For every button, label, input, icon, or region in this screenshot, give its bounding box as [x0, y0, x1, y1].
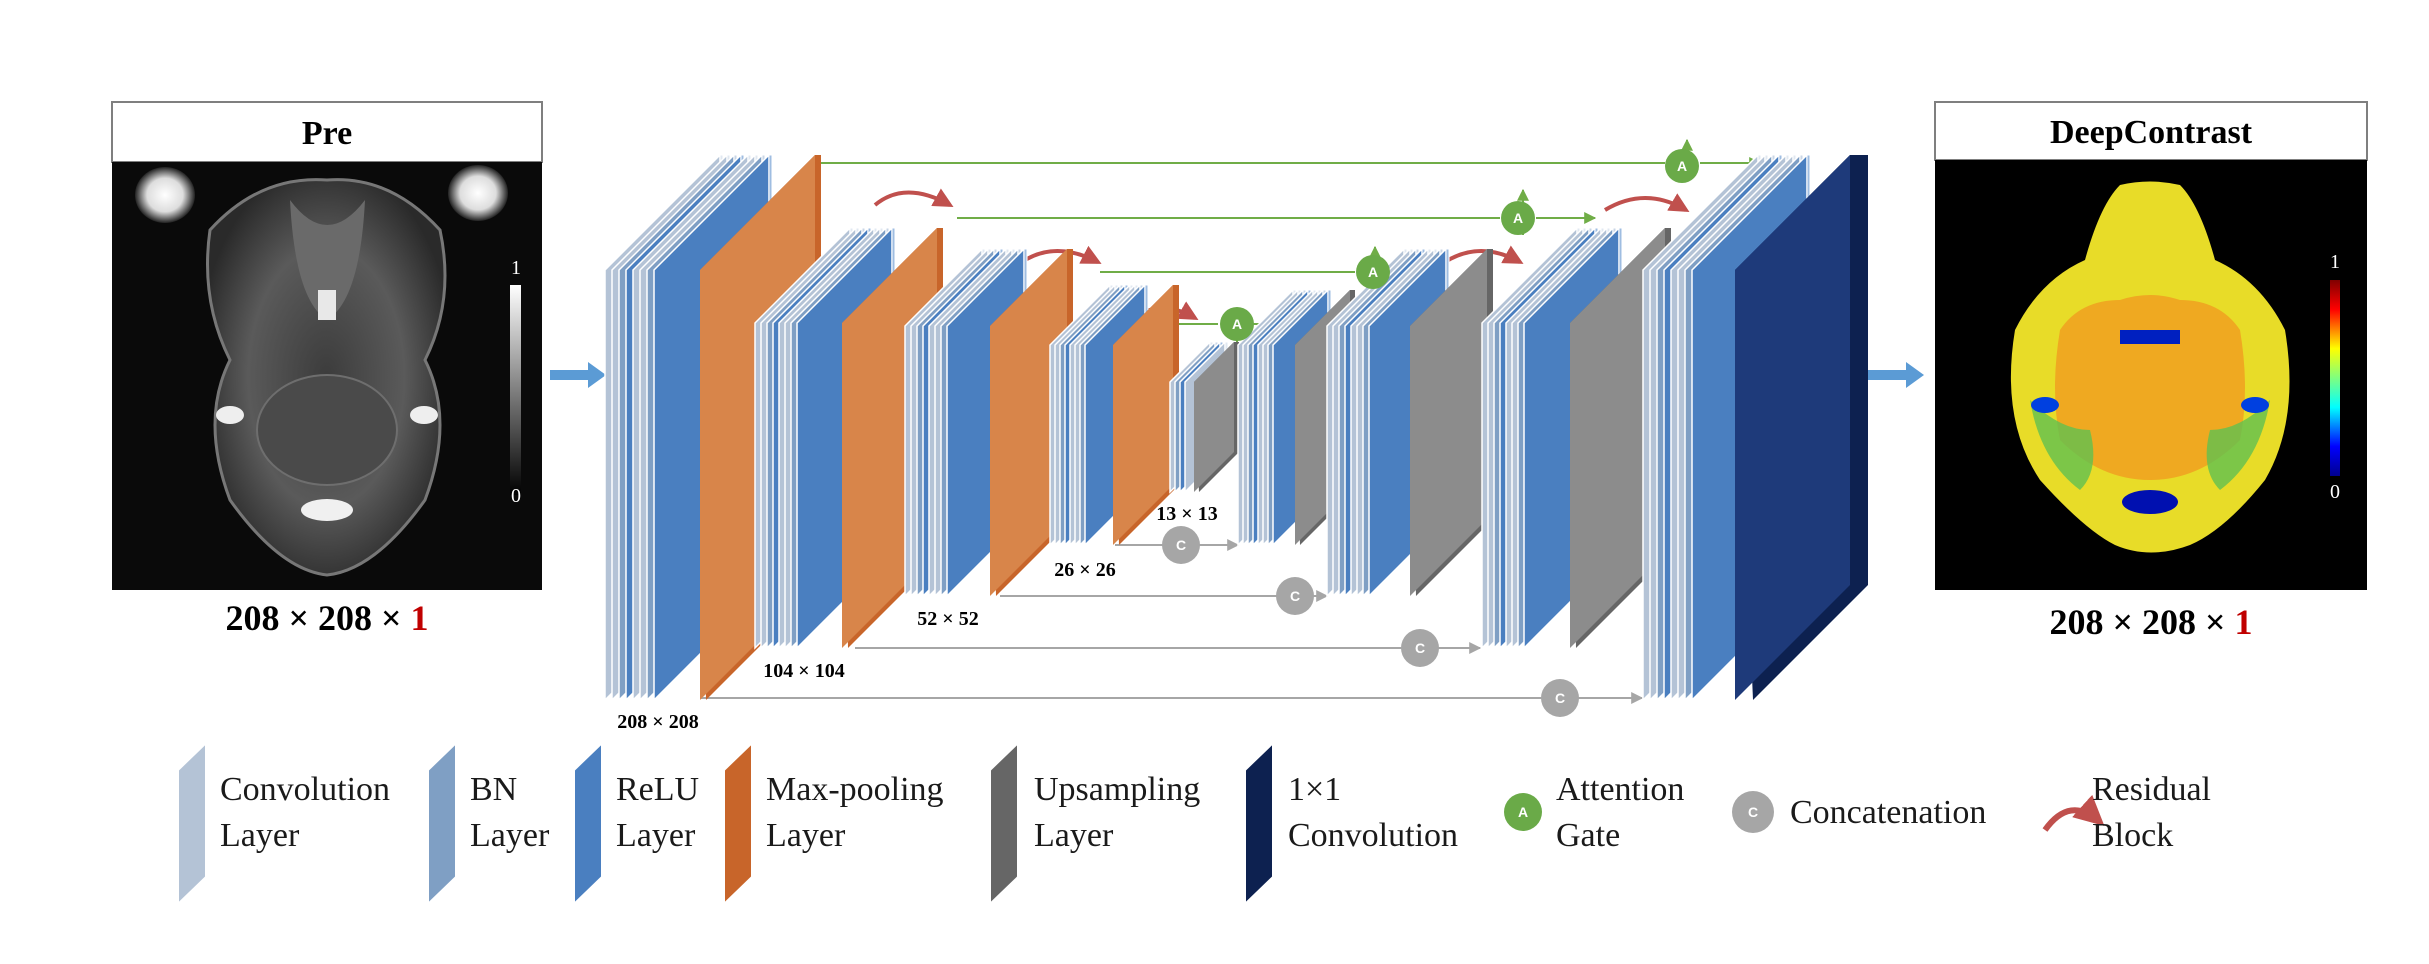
size-label-208: 208 × 208 [617, 711, 698, 733]
svg-text:1×1: 1×1 [1288, 771, 1341, 808]
legend-residual: Residual Block [2042, 771, 2211, 854]
attention-gate-node: A [1220, 307, 1254, 341]
deepcontrast-colorbar-max: 1 [2330, 251, 2340, 273]
pre-colorbar-max: 1 [511, 257, 521, 279]
pre-panel: Pre 1 0 208 × 208 × 1 [111, 101, 543, 638]
pre-colorbar-min: 0 [511, 485, 521, 507]
pre-dims: 208 × 208 × 1 [225, 598, 428, 638]
concat-node: C [1541, 679, 1579, 717]
legend-bn: BN Layer [427, 740, 550, 907]
svg-text:Layer: Layer [1034, 817, 1114, 854]
relu-swatch-icon [573, 740, 603, 907]
deepcontrast-colorbar [2330, 280, 2340, 476]
svg-text:C: C [1555, 690, 1565, 706]
bn-swatch-icon [427, 740, 457, 907]
svg-text:Convolution: Convolution [1288, 817, 1458, 854]
legend-convolution: Convolution Layer [177, 740, 390, 907]
legend-attention: A Attention Gate [1504, 771, 1684, 854]
legend-maxpool: Max-pooling Layer [723, 740, 944, 907]
pre-title: Pre [302, 115, 352, 152]
svg-text:A: A [1513, 210, 1523, 226]
deepcontrast-title: DeepContrast [2050, 114, 2253, 151]
size-labels: 208 × 208 104 × 104 52 × 52 26 × 26 13 ×… [617, 503, 1217, 733]
legend-upsampling: Upsampling Layer [989, 740, 1200, 907]
deepcontrast-panel: DeepContrast 1 0 208 × 208 × 1 [1934, 101, 2368, 642]
svg-text:Layer: Layer [470, 817, 550, 854]
svg-text:C: C [1176, 537, 1186, 553]
pre-colorbar [510, 285, 521, 495]
svg-text:Upsampling: Upsampling [1034, 771, 1200, 808]
pool-block-side [990, 249, 1067, 596]
svg-text:Attention: Attention [1556, 771, 1684, 808]
residual-arc-icon [2042, 794, 2105, 832]
svg-text:ReLU: ReLU [616, 771, 699, 808]
svg-text:C: C [1290, 588, 1300, 604]
svg-text:Block: Block [2092, 817, 2173, 854]
svg-text:C: C [1415, 640, 1425, 656]
svg-text:Concatenation: Concatenation [1790, 794, 1986, 831]
svg-text:Residual: Residual [2092, 771, 2211, 808]
network-blocks [604, 153, 1868, 702]
maxpool-swatch-icon [723, 740, 753, 907]
upsampling-swatch-icon [989, 740, 1019, 907]
legend-relu: ReLU Layer [573, 740, 699, 907]
size-label-52: 52 × 52 [917, 608, 978, 630]
attention-gates: A A A A [1220, 149, 1699, 341]
svg-text:Layer: Layer [616, 817, 696, 854]
up-block-side [1570, 228, 1665, 648]
concat-node: C [1401, 629, 1439, 667]
out-block-side [1735, 155, 1850, 700]
output-arrow [1868, 362, 1924, 388]
size-label-13: 13 × 13 [1156, 503, 1217, 525]
attention-gate-node: A [1665, 149, 1699, 183]
size-label-104: 104 × 104 [763, 660, 844, 682]
pool-block-side [1113, 285, 1173, 545]
concat-node: C [1276, 577, 1314, 615]
concat-connections [700, 539, 1644, 704]
svg-text:A: A [1232, 316, 1242, 332]
svg-text:Max-pooling: Max-pooling [766, 771, 944, 808]
legend-conv1x1: 1×1 Convolution [1244, 740, 1458, 907]
svg-text:A: A [1368, 264, 1378, 280]
attention-gate-node: A [1501, 201, 1535, 235]
deepcontrast-colorbar-min: 0 [2330, 481, 2340, 503]
svg-text:C: C [1748, 804, 1758, 820]
deepcontrast-dims: 208 × 208 × 1 [2049, 602, 2252, 642]
svg-text:Gate: Gate [1556, 817, 1620, 854]
deepcontrast-image: 1 0 [1935, 160, 2367, 590]
legend-concat: C Concatenation [1732, 791, 1986, 833]
svg-text:A: A [1518, 804, 1528, 820]
svg-text:Convolution: Convolution [220, 771, 390, 808]
svg-text:BN: BN [470, 771, 517, 808]
concat-node: C [1162, 526, 1200, 564]
pre-mri-image: 1 0 [112, 162, 542, 590]
size-label-26: 26 × 26 [1054, 559, 1115, 581]
convolution-swatch-icon [177, 740, 207, 907]
concat-icon [1732, 791, 1774, 833]
conv1x1-swatch-icon [1244, 740, 1274, 907]
up-block-side [1194, 342, 1234, 492]
input-arrow [550, 362, 606, 388]
legend: Convolution Layer BN Layer ReLU Layer Ma… [177, 740, 2211, 907]
svg-text:A: A [1677, 158, 1687, 174]
svg-text:Layer: Layer [220, 817, 300, 854]
svg-text:Layer: Layer [766, 817, 846, 854]
concat-nodes: C C C C [1162, 526, 1579, 717]
attention-gate-node: A [1356, 255, 1390, 289]
up-block-side [1410, 249, 1487, 596]
attention-gate-icon [1504, 793, 1542, 831]
